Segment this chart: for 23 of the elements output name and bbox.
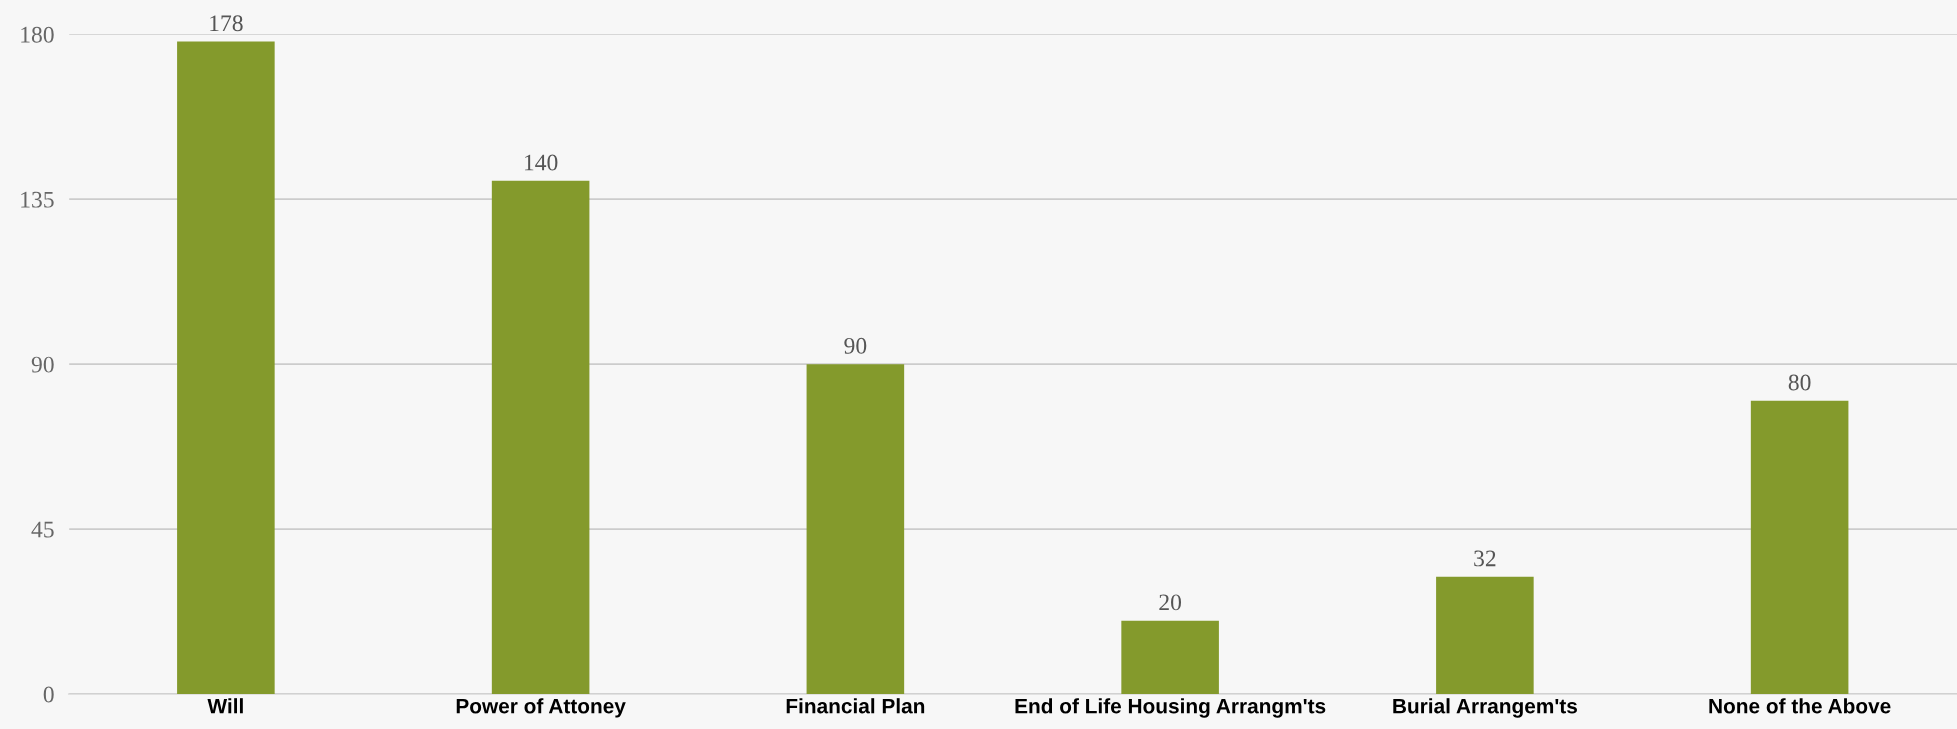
- data-label: 80: [1788, 374, 1811, 391]
- x-tick-label: Burial Arrangem'ts: [1393, 698, 1577, 718]
- bar: [806, 364, 905, 695]
- y-tick-label: 180: [21, 26, 54, 43]
- data-label: 20: [1159, 594, 1182, 611]
- x-tick-label: Will: [207, 698, 243, 714]
- bar: [1436, 576, 1534, 695]
- data-label: 32: [1474, 550, 1496, 567]
- y-tick-label: 90: [31, 356, 54, 373]
- y-tick-label: 45: [31, 521, 54, 538]
- x-tick-label: Financial Plan: [786, 698, 925, 714]
- x-tick-label: Power of Attoney: [456, 698, 626, 718]
- data-label: 90: [844, 337, 867, 354]
- data-label: 140: [524, 154, 558, 171]
- bar: [1121, 620, 1219, 695]
- x-tick-label: None of the Above: [1709, 698, 1891, 714]
- data-label: 178: [210, 15, 243, 32]
- bar: [1750, 400, 1849, 695]
- bar: [491, 180, 590, 695]
- x-tick-label: End of Life Housing Arrangm'ts: [1015, 698, 1326, 718]
- bar: [177, 41, 275, 695]
- y-tick-label: 135: [21, 191, 54, 208]
- y-tick-label: 0: [43, 686, 54, 703]
